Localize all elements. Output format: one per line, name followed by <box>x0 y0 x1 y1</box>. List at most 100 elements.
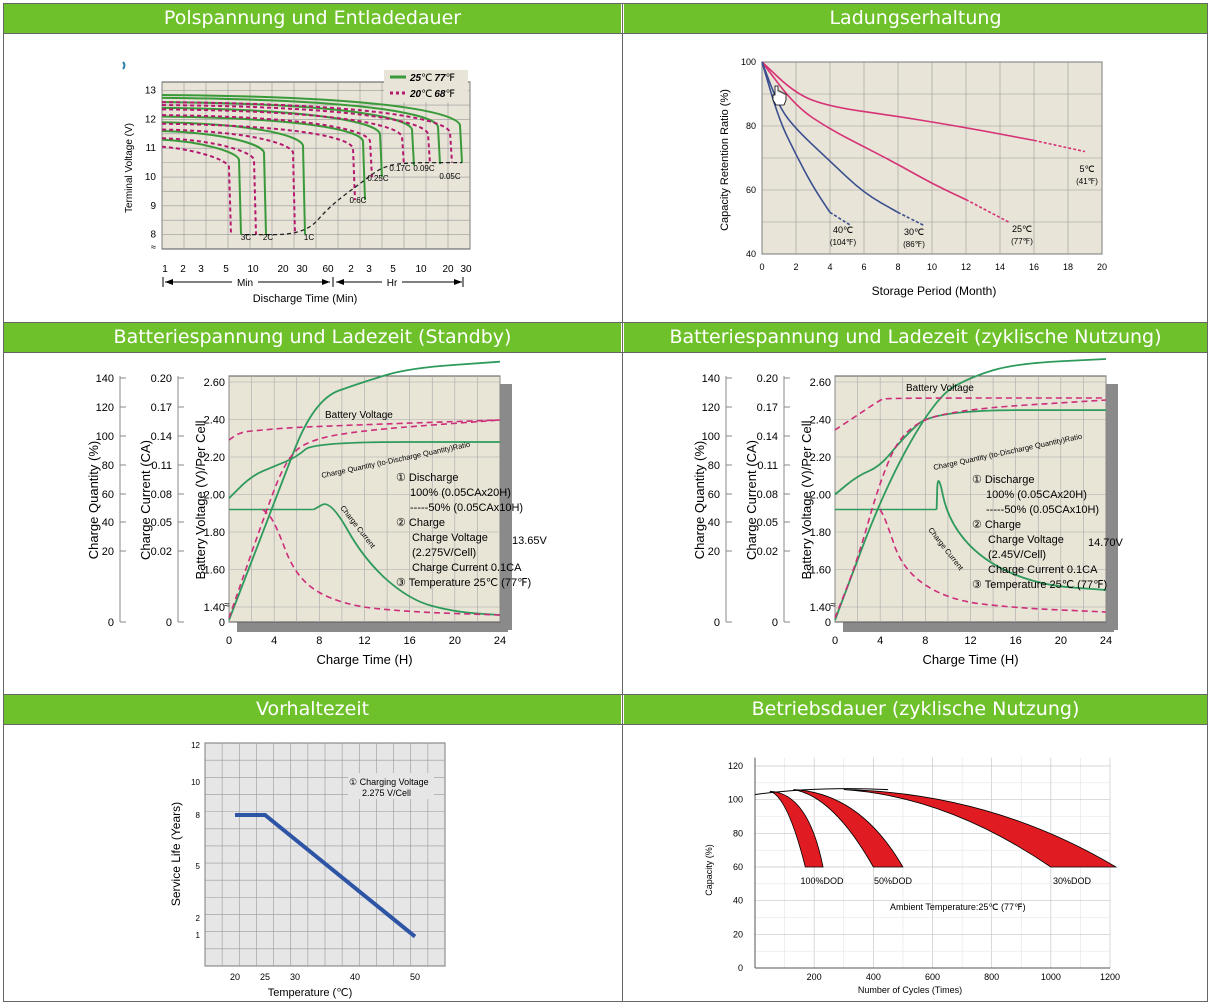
y-tick-label: 13 <box>145 86 157 97</box>
quantity-curve-50 <box>834 399 1107 619</box>
battery-voltage-label: Battery Voltage <box>906 383 974 394</box>
y-tick-labels: 13 12 11 10 9 8≈ <box>145 86 157 252</box>
retention-series-extrapolated <box>965 198 1009 223</box>
current-curve-50 <box>879 509 1107 613</box>
y2-tick-label: 0.11 <box>757 460 778 472</box>
quantity-curve-50 <box>228 419 501 619</box>
note-line: Charge Current 0.1CA <box>412 562 522 574</box>
y3-tick-label: 0 <box>219 617 225 629</box>
note-line: Charge Voltage <box>412 532 488 544</box>
y-tick-label: 10 <box>145 172 157 183</box>
charge-voltage-value: 14.70V <box>1088 537 1124 549</box>
dod-band <box>769 790 824 868</box>
x-tick-label: 16 <box>1029 262 1039 272</box>
y-tick-label: 10 <box>191 778 200 787</box>
x-tick-label: 20 <box>277 264 289 275</box>
y-axis-label: Terminal Voltage (V) <box>124 123 135 213</box>
title-retention: Ladungserhaltung <box>624 4 1207 33</box>
y-tick-label: 12 <box>191 741 200 750</box>
y-tick-label: 5 <box>196 862 201 871</box>
dod-band <box>793 789 904 868</box>
note-line: -----50% (0.05CAx10H) <box>986 504 1099 516</box>
x-tick-label: 3 <box>366 264 372 275</box>
y3-tick-label: 1.60 <box>204 565 225 577</box>
dod-band <box>843 789 1118 868</box>
x-tick-labels: 1 2 3 5 10 20 30 60 2 3 5 10 20 30 <box>162 264 472 275</box>
y-tick-label: 100 <box>741 57 756 67</box>
ambient-temperature-note: Ambient Temperature:25℃ (77℉) <box>890 902 1026 912</box>
x-tick-label: 30 <box>296 264 308 275</box>
x-tick-label: 18 <box>1063 262 1073 272</box>
x-tick-label: 16 <box>1010 635 1022 647</box>
note-line: ① Discharge <box>396 472 458 484</box>
series-label-f: (41℉) <box>1076 177 1098 186</box>
y3-tick-label: 0 <box>825 617 831 629</box>
y-tick-label: 120 <box>728 761 743 771</box>
column-divider <box>622 3 623 1002</box>
dod-label: 30%DOD <box>1053 876 1092 886</box>
x-axis-label: Number of Cycles (Times) <box>858 985 962 995</box>
retention-chart: 100 80 60 400 2 4 6 8 10 12 14 16 18 20 5℃ (41℉) 25℃ (77… <box>719 57 1107 298</box>
title-cyclic: Batteriespannung und Ladezeit (zyklische… <box>624 323 1207 352</box>
note-line: 100% (0.05CAx20H) <box>986 489 1087 501</box>
y-axis-label: Battery Voltage (V)/Per Cell <box>799 420 814 579</box>
note-line: 100% (0.05CAx20H) <box>410 487 511 499</box>
y-tick-label: 8 <box>196 811 201 820</box>
series-label: 25℃ <box>1012 224 1032 234</box>
x-tick-label: 24 <box>494 635 506 647</box>
y1-tick-label: 140 <box>96 373 114 385</box>
x-tick-label: 14 <box>995 262 1005 272</box>
y3-tick-label: 2.20 <box>204 452 225 464</box>
x-tick-label: 30 <box>460 264 472 275</box>
y1-tick-label: 0 <box>108 617 114 629</box>
x-tick-label: 400 <box>866 972 881 982</box>
x-tick-label: 6 <box>861 262 866 272</box>
y2-tick-label: 0.11 <box>151 460 172 472</box>
note-line-1: ① Charging Voltage <box>349 777 429 787</box>
y-axis-label: Service Life (Years) <box>169 802 183 906</box>
series-label: 40℃ <box>833 225 853 235</box>
y-tick-label: 9 <box>150 201 156 212</box>
retention-series <box>761 61 1035 142</box>
y3-tick-label: 2.60 <box>204 377 225 389</box>
curve-20c <box>161 108 405 166</box>
battery-voltage-label: Battery Voltage <box>325 410 393 421</box>
y-tick-label: 1 <box>196 931 201 940</box>
y-axis-label: Battery Voltage (V)/Per Cell <box>193 420 208 579</box>
x-tick-label: 1200 <box>1100 972 1120 982</box>
y1-tick-label: 140 <box>702 373 720 385</box>
current-curve-50 <box>262 508 501 616</box>
x-tick-label: 10 <box>247 264 259 275</box>
y3-tick-label: 2.00 <box>810 490 831 502</box>
curve-20c <box>161 128 296 235</box>
series-label-f: (104℉) <box>830 238 857 247</box>
gridlines <box>761 61 1103 255</box>
y-tick-label: 80 <box>733 828 743 838</box>
tick-labels: 12 10 8 5 2 1 20 25 30 40 50 <box>191 741 420 982</box>
y-tick-label: 20 <box>733 929 743 939</box>
x-tick-label: 24 <box>1100 635 1112 647</box>
charge-voltage-value: 13.65V <box>512 535 548 547</box>
series-label-f: (77℉) <box>1011 237 1033 246</box>
cyclic-chart: 1401201008060402000.200.170.140.110.080.… <box>692 358 1124 667</box>
y3-tick-label: 2.40 <box>204 415 225 427</box>
chart-grid <box>3 3 1208 1002</box>
y1-tick-label: 20 <box>102 546 114 558</box>
cursor-hand-icon <box>772 85 787 106</box>
y3-tick-label: 2.00 <box>204 490 225 502</box>
row-divider <box>3 352 1208 353</box>
y2-tick-label: 0.17 <box>151 402 172 414</box>
rate-label: 0.05C <box>439 172 461 181</box>
series-labels: 5℃ (41℉) 25℃ (77℉) 30℃ (86℉) 40℃ (104℉) <box>830 164 1098 249</box>
y1-tick-label: 40 <box>102 517 114 529</box>
x-tick-label: 1 <box>162 264 168 275</box>
x-tick-label: 20 <box>442 264 454 275</box>
note-line: (2.275V/Cell) <box>412 547 476 559</box>
y2-tick-label: 0.20 <box>151 373 172 385</box>
charge-current-curve <box>935 480 1107 591</box>
hr-label: Hr <box>387 278 398 289</box>
x-axis-label: Charge Time (H) <box>922 652 1018 667</box>
retention-series <box>761 61 899 214</box>
